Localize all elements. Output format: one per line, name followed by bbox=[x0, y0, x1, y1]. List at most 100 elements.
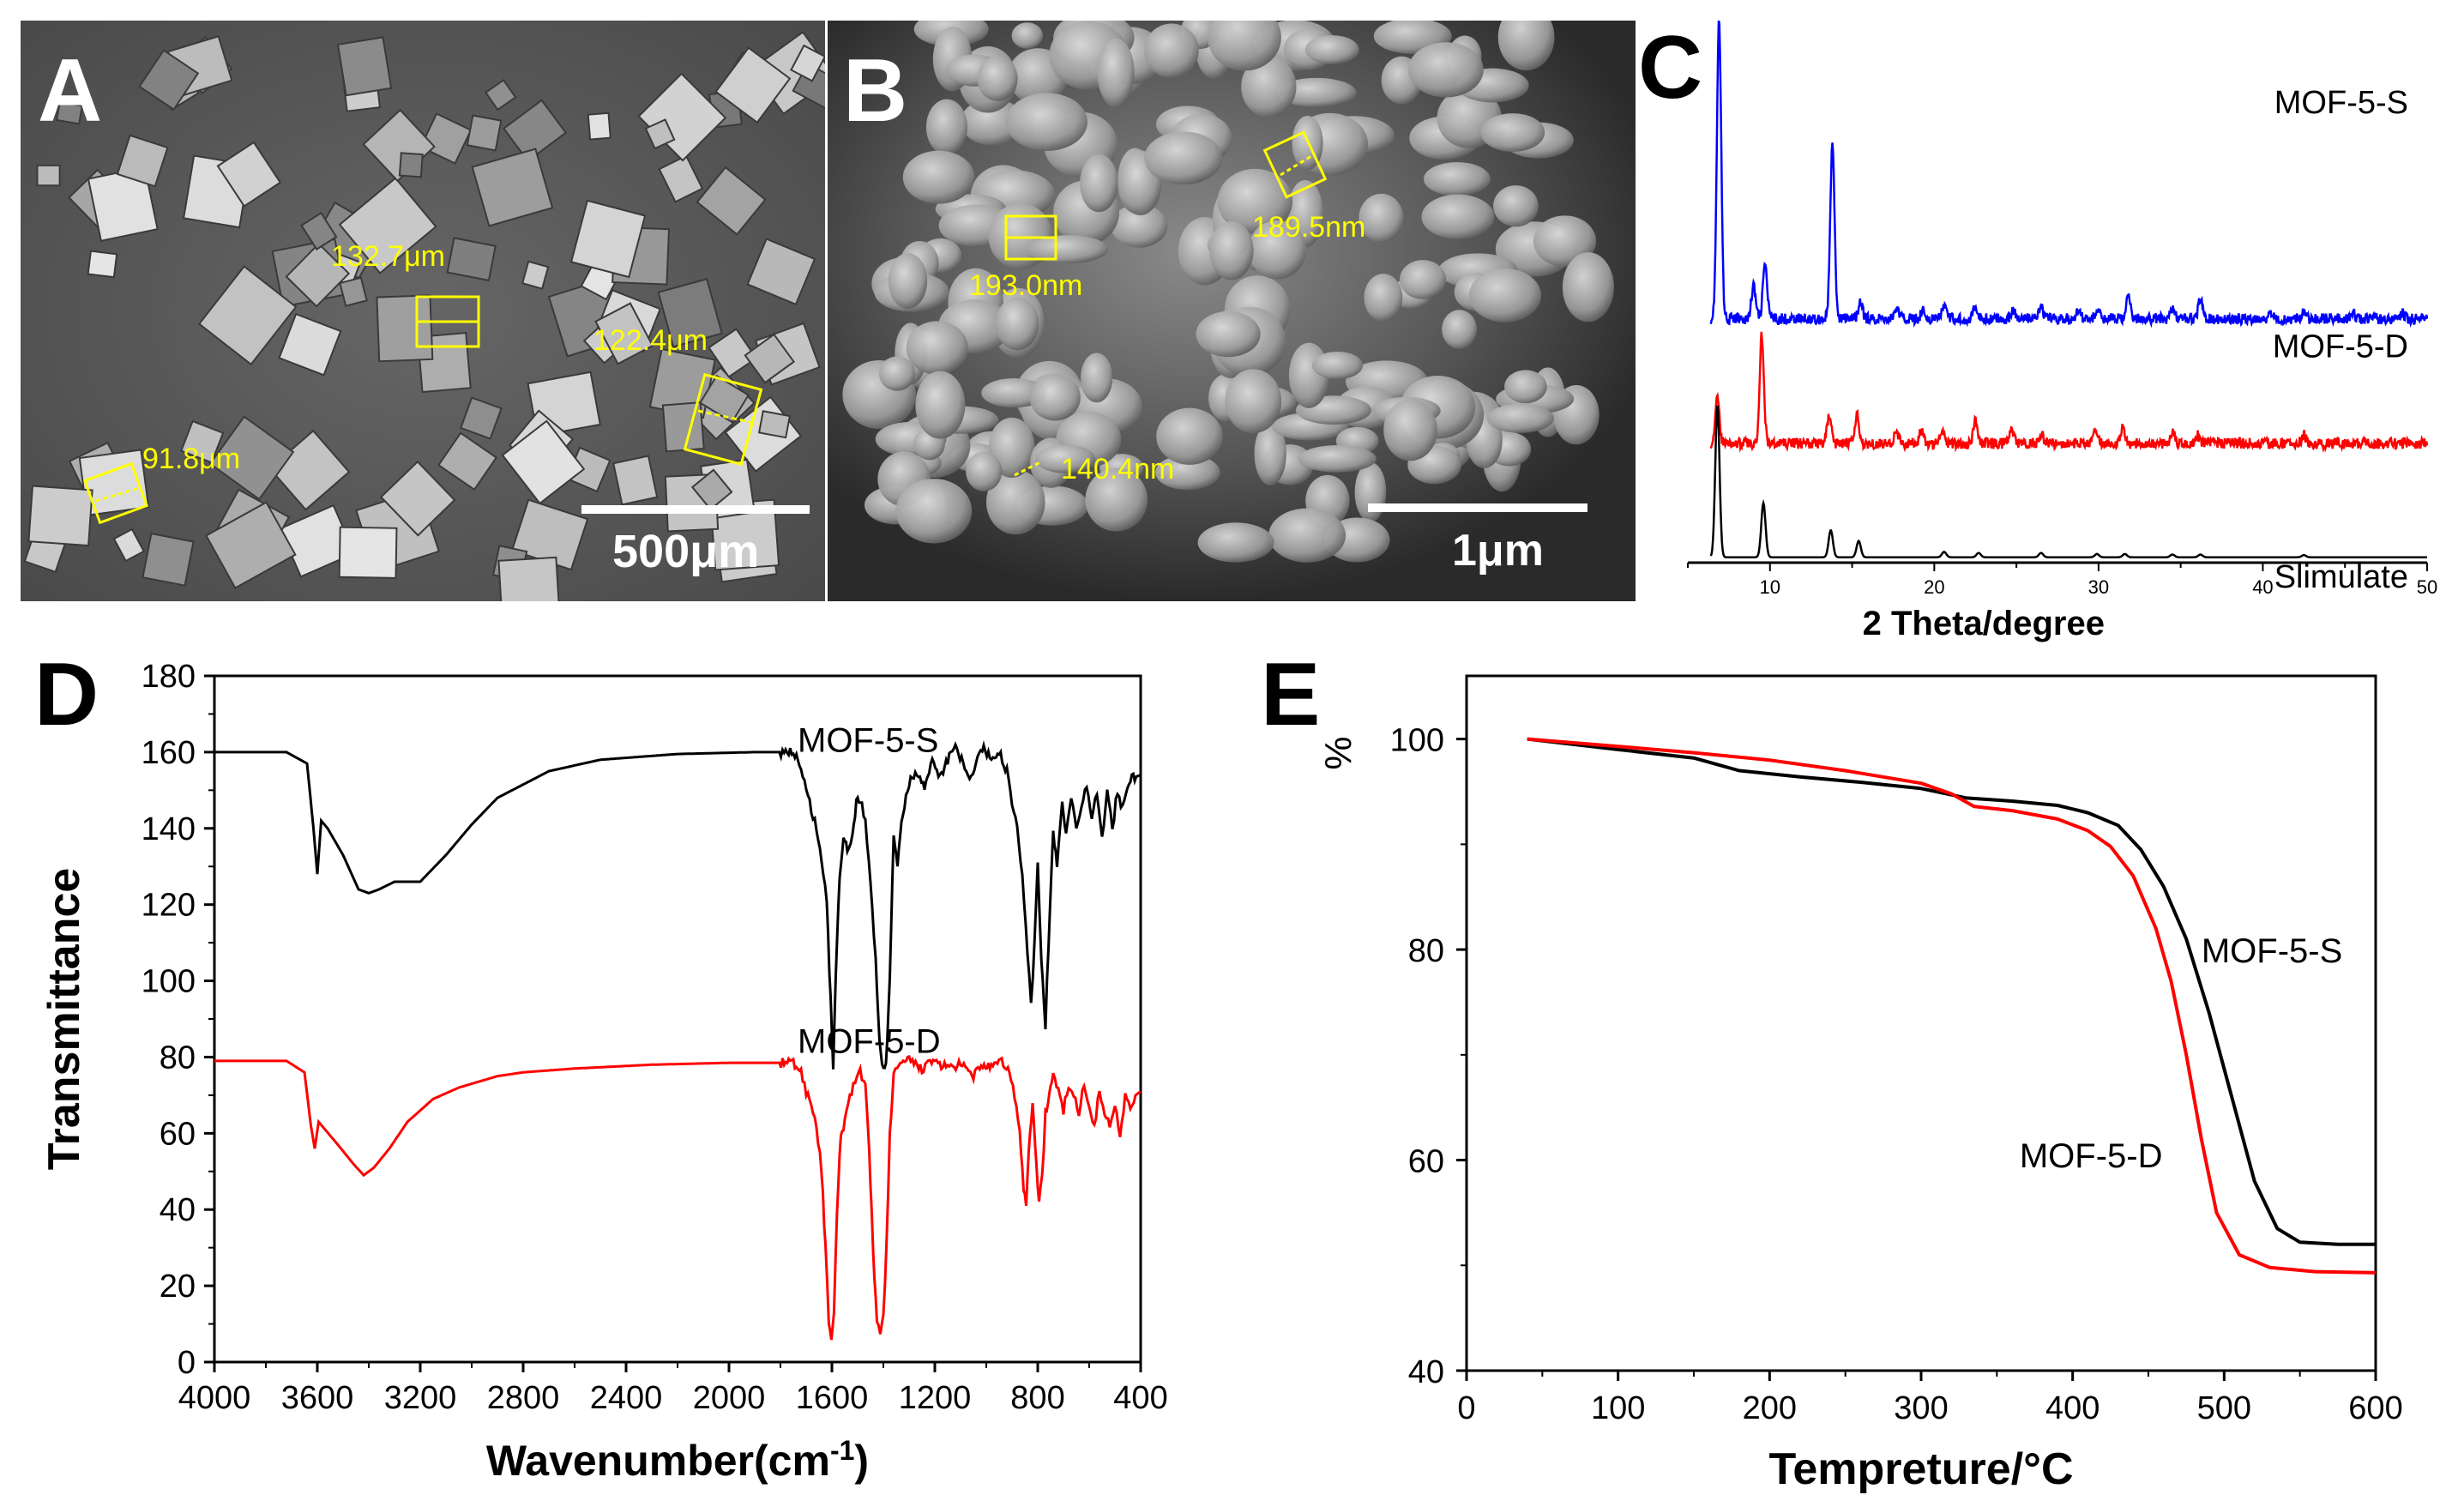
crystal bbox=[300, 211, 338, 251]
particle bbox=[995, 297, 1039, 351]
particle bbox=[1027, 235, 1109, 263]
chart-c: 10 20 30 40 50 2 Theta/degree MOF-5-S MOF-5-D Sl… bbox=[1638, 18, 2437, 642]
crystal bbox=[661, 401, 705, 453]
crystal bbox=[569, 199, 647, 279]
panel-e: 40 60 80 100 0 100 200 300 400 500 600 Tempreture/°… bbox=[1261, 639, 2444, 1497]
crystal bbox=[398, 152, 424, 178]
y-tick-label: 140 bbox=[142, 811, 196, 847]
legend-label: MOF-5-D bbox=[2273, 329, 2408, 365]
measure-boxes-a bbox=[82, 295, 763, 525]
crystal bbox=[690, 468, 733, 511]
crystal bbox=[501, 419, 586, 505]
particle bbox=[1268, 508, 1346, 563]
particle bbox=[1407, 42, 1484, 98]
particle bbox=[1241, 56, 1297, 118]
series-line-slimulate bbox=[1709, 405, 2427, 558]
legend-label: MOF-5-D bbox=[798, 1023, 941, 1061]
legend-label: Slimulate bbox=[2274, 559, 2408, 595]
x-tick-label: 30 bbox=[2088, 576, 2109, 598]
crystal bbox=[657, 278, 723, 348]
x-tick-label: 4000 bbox=[178, 1380, 251, 1416]
particle bbox=[988, 417, 1035, 478]
crystal bbox=[459, 396, 503, 440]
measurement-label-a-2: 122.4μm bbox=[593, 324, 708, 357]
y-tick-label: 180 bbox=[142, 659, 196, 695]
particle bbox=[902, 150, 975, 204]
x-tick-label: 50 bbox=[2417, 576, 2437, 598]
crystal bbox=[138, 49, 200, 112]
crystal bbox=[338, 177, 437, 274]
crystal bbox=[278, 312, 342, 377]
crystal bbox=[376, 294, 434, 363]
particle bbox=[1144, 23, 1199, 78]
series-line-mof-5-s bbox=[1709, 19, 2429, 329]
particle bbox=[960, 99, 1025, 146]
chart-d: 0 20 40 60 80 100 120 140 160 180 4000 3600 3200 2800… bbox=[34, 645, 1168, 1485]
crystal bbox=[437, 431, 498, 491]
crystal bbox=[116, 134, 169, 188]
plot-frame bbox=[213, 674, 1142, 1364]
measurement-label-a-3: 91.8μm bbox=[142, 443, 241, 475]
legend-label: MOF-5-S bbox=[798, 722, 938, 760]
scale-label-b: 1μm bbox=[1452, 526, 1544, 576]
panel-c: 10 20 30 40 50 2 Theta/degree MOF-5-S MOF-5-D Sl… bbox=[1638, 18, 2444, 672]
x-tick-label: 400 bbox=[2045, 1390, 2100, 1426]
x-tick-label: 20 bbox=[1924, 576, 1944, 598]
x-tick-label: 600 bbox=[2348, 1390, 2402, 1426]
series-line-mof-5-d bbox=[214, 1054, 1142, 1341]
crystal bbox=[27, 485, 93, 547]
x-tick-label: 10 bbox=[1760, 576, 1780, 598]
x-tick-label: 2000 bbox=[693, 1380, 766, 1416]
crystal bbox=[644, 118, 676, 150]
particle bbox=[1197, 522, 1274, 563]
crystal bbox=[714, 46, 792, 124]
crystal bbox=[521, 260, 550, 290]
particle bbox=[1480, 113, 1545, 152]
crystal bbox=[338, 526, 398, 579]
sem-crystals-a bbox=[21, 21, 825, 601]
crystal bbox=[180, 419, 225, 464]
panel-letter-a: A bbox=[38, 41, 103, 141]
particle bbox=[1424, 161, 1491, 196]
y-tick-label: 0 bbox=[178, 1345, 196, 1381]
particle bbox=[888, 252, 928, 309]
crystal bbox=[112, 527, 146, 563]
particle bbox=[1493, 185, 1539, 227]
y-axis-label: Transmittance bbox=[39, 868, 89, 1171]
series-line-mof-5-s bbox=[214, 740, 1142, 1070]
particle bbox=[1217, 168, 1293, 234]
chart-e: 40 60 80 100 0 100 200 300 400 500 600 Tempreture/°… bbox=[1261, 645, 2403, 1494]
y-tick-label: 80 bbox=[160, 1040, 196, 1076]
particle bbox=[1383, 399, 1437, 461]
particle bbox=[1209, 220, 1254, 280]
y-tick-label: 100 bbox=[1390, 723, 1444, 759]
crystal bbox=[466, 114, 503, 152]
particle bbox=[1111, 204, 1168, 248]
x-axis-label: 2 Theta/degree bbox=[1863, 605, 2105, 642]
particle bbox=[1254, 421, 1286, 485]
particle bbox=[1311, 351, 1363, 380]
crystal bbox=[419, 112, 473, 165]
particle bbox=[966, 451, 1003, 491]
scale-bar-b bbox=[1368, 503, 1587, 512]
crystal bbox=[208, 415, 295, 501]
crystal bbox=[744, 333, 795, 384]
crystal bbox=[757, 410, 792, 439]
x-tick-label: 500 bbox=[2197, 1390, 2251, 1426]
y-axis-label: % bbox=[1317, 736, 1359, 769]
particle bbox=[1304, 35, 1359, 64]
x-tick-label: 2800 bbox=[487, 1380, 560, 1416]
legend-label: MOF-5-S bbox=[2274, 85, 2408, 121]
particle bbox=[1097, 38, 1135, 108]
plot-frame bbox=[1465, 674, 2377, 1372]
measure-boxes-b bbox=[1004, 130, 1328, 477]
crystal bbox=[502, 99, 568, 163]
legend-label: MOF-5-D bbox=[2020, 1137, 2163, 1175]
panel-a: A 132.7μm 122.4μm 91.8μm 500μm bbox=[21, 21, 825, 601]
series-line-mof-5-d bbox=[1527, 737, 2377, 1275]
y-tick-label: 120 bbox=[142, 888, 196, 924]
particle bbox=[1085, 467, 1148, 532]
sem-image-b: B 193.0nm 189.5nm 140.4nm 1μm bbox=[828, 21, 1636, 601]
legend-label: MOF-5-S bbox=[2202, 932, 2342, 970]
crystal bbox=[379, 460, 456, 537]
